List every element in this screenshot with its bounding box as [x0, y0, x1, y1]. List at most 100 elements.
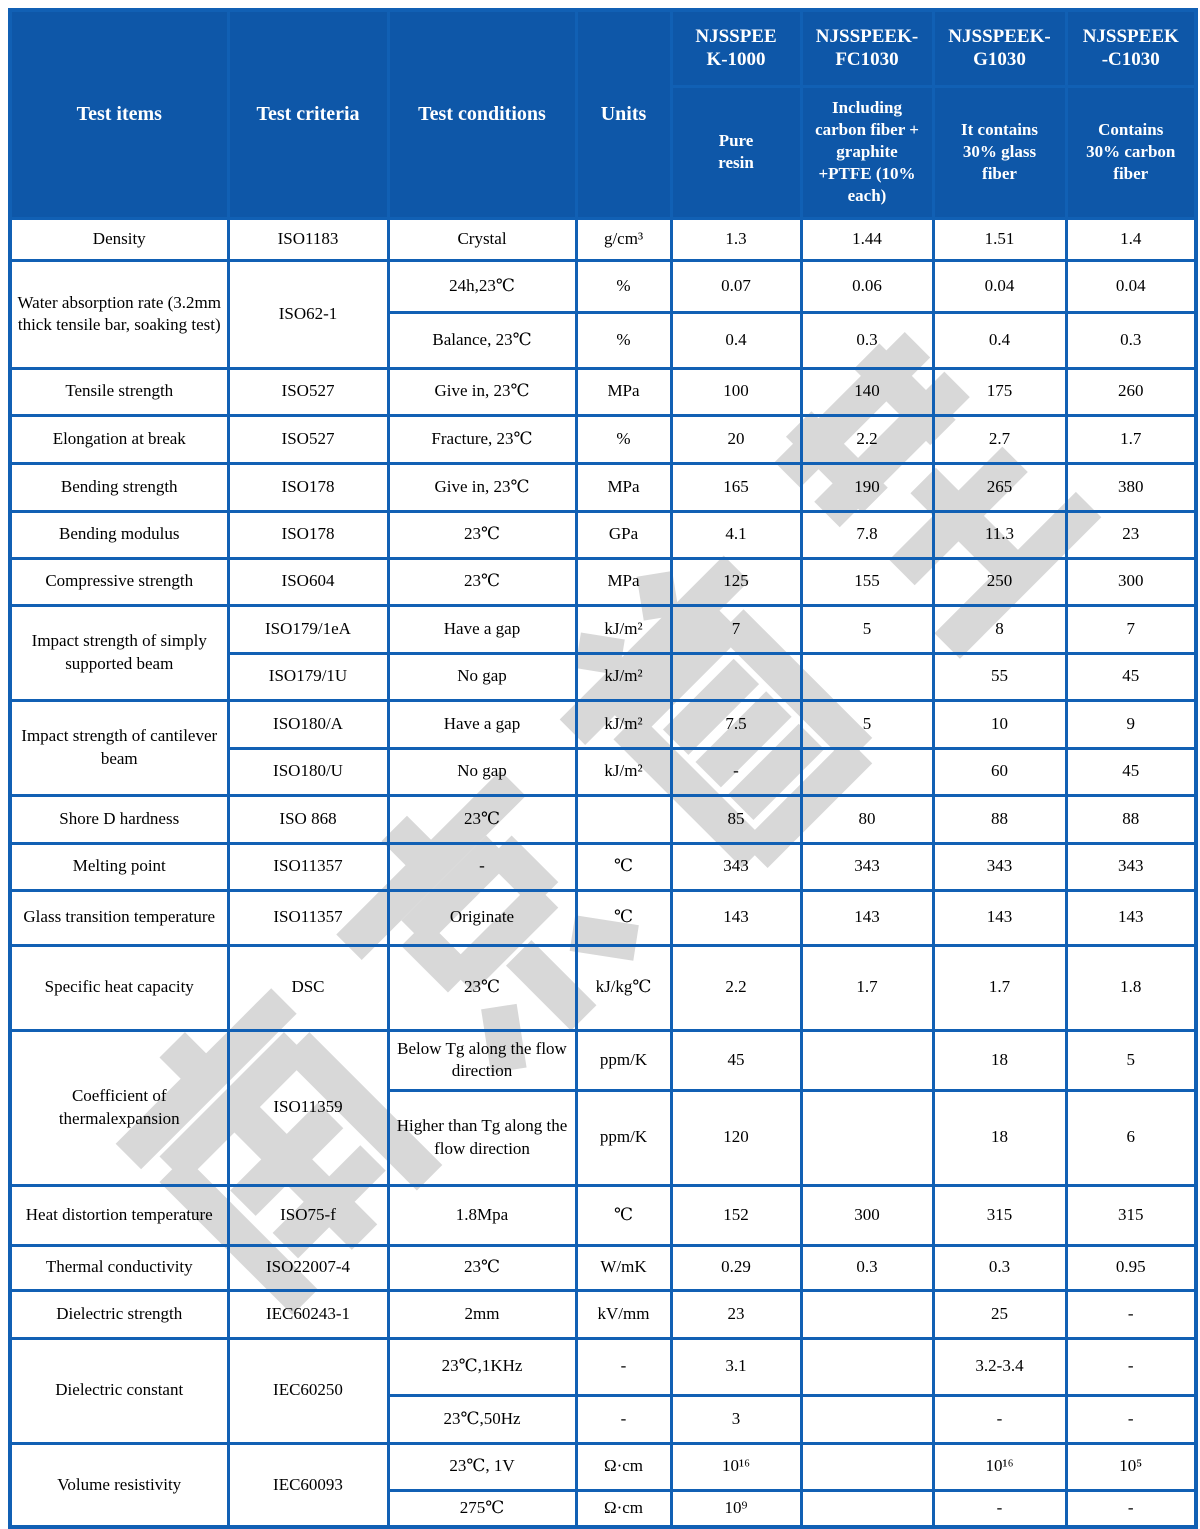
cell-item: Shore D hardness: [8, 793, 230, 845]
cell-item: Density: [8, 216, 230, 262]
cell-value: [799, 1088, 935, 1187]
cell-condition: 23℃: [386, 793, 578, 845]
cell-item: Melting point: [8, 841, 230, 892]
cell-criteria: ISO179/1eA: [226, 603, 390, 655]
cell-value: 190: [799, 461, 935, 513]
cell-value: 380: [1064, 461, 1198, 513]
cell-value: 120: [669, 1088, 803, 1187]
cell-value: 1.3: [669, 216, 803, 262]
cell-unit: ppm/K: [574, 1088, 673, 1187]
cell-condition: 23℃: [386, 943, 578, 1032]
cell-value: [799, 1393, 935, 1445]
cell-criteria: IEC60243-1: [226, 1288, 390, 1340]
product-desc-cell-2: Including carbon fiber + graphite +PTFE (10…: [799, 84, 935, 220]
cell-value: 20: [669, 413, 803, 465]
cell-value: 1.51: [931, 216, 1068, 262]
cell-value: 25: [931, 1288, 1068, 1340]
cell-unit: %: [574, 310, 673, 370]
cell-value: 0.06: [799, 258, 935, 314]
cell-condition: Crystal: [386, 216, 578, 262]
table-row: Tensile strength ISO527 Give in, 23℃ MPa 100…: [8, 366, 1198, 417]
cell-criteria: IEC60093: [226, 1441, 390, 1529]
cell-value: -: [931, 1393, 1068, 1445]
table-row: Impact strength of simply supported beam…: [8, 603, 1198, 702]
cell-value: 3.1: [669, 1336, 803, 1397]
cell-value: 0.29: [669, 1243, 803, 1292]
product-name-cell-4: NJSSPEEK -C1030: [1064, 8, 1198, 88]
cell-criteria: ISO75-f: [226, 1183, 390, 1247]
cell-value: [799, 1488, 935, 1529]
cell-value: [799, 1441, 935, 1492]
cell-value: 143: [799, 888, 935, 947]
cell-value: 343: [799, 841, 935, 892]
product-desc-cell-3: It contains 30% glass fiber: [931, 84, 1068, 220]
cell-item: Thermal conductivity: [8, 1243, 230, 1292]
cell-value: 152: [669, 1183, 803, 1247]
cell-value: 143: [1064, 888, 1198, 947]
cell-value: -: [1064, 1488, 1198, 1529]
cell-value: 5: [1064, 1028, 1198, 1092]
cell-criteria: ISO527: [226, 413, 390, 465]
cell-value: 7.8: [799, 509, 935, 560]
cell-unit: g/cm³: [574, 216, 673, 262]
cell-unit: %: [574, 258, 673, 314]
cell-unit: Ω·cm: [574, 1441, 673, 1492]
cell-condition: 275℃: [386, 1488, 578, 1529]
header-cell-units: Units: [574, 8, 673, 220]
cell-condition: Give in, 23℃: [386, 366, 578, 417]
cell-value: 3: [669, 1393, 803, 1445]
cell-item: Coefficient of thermalexpansion: [8, 1028, 230, 1187]
cell-criteria: ISO178: [226, 461, 390, 513]
cell-value: 343: [931, 841, 1068, 892]
cell-condition: 23℃,50Hz: [386, 1393, 578, 1445]
cell-criteria: ISO178: [226, 509, 390, 560]
cell-value: 10: [931, 698, 1068, 750]
cell-value: 6: [1064, 1088, 1198, 1187]
cell-unit: kJ/m²: [574, 698, 673, 750]
cell-value: 1.7: [931, 943, 1068, 1032]
header-cell-test-items: Test items: [8, 8, 230, 220]
cell-criteria: ISO22007-4: [226, 1243, 390, 1292]
table-row: Thermal conductivity ISO22007-4 23℃ W/mK 0.2…: [8, 1243, 1198, 1292]
cell-value: [799, 651, 935, 702]
cell-value: 155: [799, 556, 935, 607]
table-row: Higher than Tg along the flow direction p…: [10, 1088, 1198, 1187]
cell-value: 0.95: [1064, 1243, 1198, 1292]
table-row: Bending strength ISO178 Give in, 23℃ MPa 165…: [8, 461, 1198, 513]
cell-value: 125: [669, 556, 803, 607]
cell-value: 250: [931, 556, 1068, 607]
cell-value: 100: [669, 366, 803, 417]
cell-value: 2.7: [931, 413, 1068, 465]
table-row: Bending modulus ISO178 23℃ GPa 4.1 7.8 11.3 23: [8, 509, 1198, 560]
cell-value: 7.5: [669, 698, 803, 750]
cell-value: 140: [799, 366, 935, 417]
cell-unit: kV/mm: [574, 1288, 673, 1340]
cell-value: 165: [669, 461, 803, 513]
cell-condition: Have a gap: [386, 698, 578, 750]
cell-condition: Have a gap: [386, 603, 578, 655]
cell-value: 55: [931, 651, 1068, 702]
cell-item: Elongation at break: [8, 413, 230, 465]
cell-criteria: IEC60250: [226, 1336, 390, 1445]
cell-item: Water absorption rate (3.2mm thick tensi…: [8, 258, 230, 370]
cell-item: Heat distortion temperature: [8, 1183, 230, 1247]
cell-unit: MPa: [574, 366, 673, 417]
cell-item: Specific heat capacity: [8, 943, 230, 1032]
header-cell-test-conditions: Test conditions: [386, 8, 578, 220]
cell-value: 3.2-3.4: [931, 1336, 1068, 1397]
cell-value: 2.2: [669, 943, 803, 1032]
cell-condition: -: [386, 841, 578, 892]
cell-value: 0.3: [1064, 310, 1198, 370]
cell-criteria: ISO180/U: [226, 746, 390, 797]
cell-criteria: ISO11357: [226, 888, 390, 947]
cell-condition: 2mm: [386, 1288, 578, 1340]
cell-value: 18: [931, 1028, 1068, 1092]
cell-value: 343: [1064, 841, 1198, 892]
product-name-cell-1: NJSSPEE K-1000: [669, 8, 803, 88]
cell-value: 45: [669, 1028, 803, 1092]
spec-table-header: Test items Test criteria Test conditions…: [8, 8, 1198, 220]
cell-value: [669, 651, 803, 702]
cell-item: Dielectric constant: [8, 1336, 230, 1445]
spec-table-body: Density ISO1183 Crystal g/cm³ 1.3 1.44 1.51 1.4…: [8, 216, 1198, 1529]
table-row: Water absorption rate (3.2mm thick tensi…: [8, 258, 1198, 370]
